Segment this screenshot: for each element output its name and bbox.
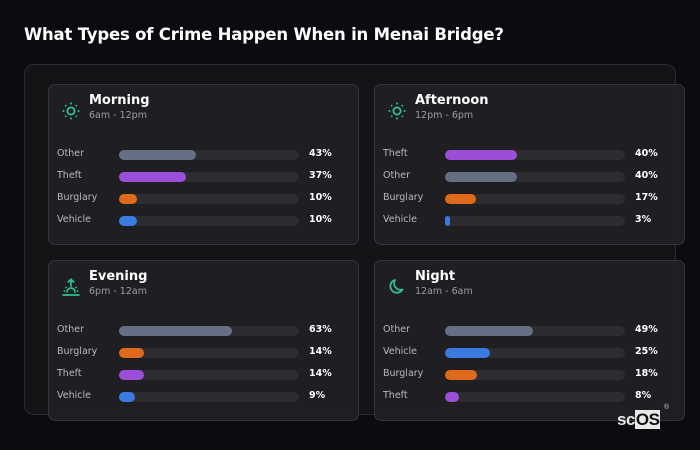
- bar-label: Theft: [383, 148, 408, 159]
- page-title: What Types of Crime Happen When in Menai…: [24, 25, 504, 44]
- bar-fill: [119, 348, 145, 358]
- bar-label: Other: [57, 324, 84, 335]
- sun-icon: [61, 101, 81, 121]
- bar-value: 17%: [635, 192, 658, 203]
- bar-value: 49%: [635, 324, 658, 335]
- card-title: Night: [415, 269, 456, 284]
- bar-track: [119, 392, 299, 402]
- bar-label: Vehicle: [383, 346, 417, 357]
- bar-value: 8%: [635, 390, 652, 401]
- bar-row-theft: Theft 40%: [383, 148, 683, 161]
- bar-value: 25%: [635, 346, 658, 357]
- card-title: Evening: [89, 269, 148, 284]
- sun-icon: [387, 101, 407, 121]
- card-night: Night 12am - 6am Other 49% Vehicle 25% Burglar…: [374, 260, 685, 421]
- card-morning: Morning 6am - 12pm Other 43% Theft 37% Burglar…: [48, 84, 359, 245]
- bar-row-burglary: Burglary 10%: [57, 192, 357, 205]
- bar-label: Vehicle: [57, 390, 91, 401]
- bar-value: 18%: [635, 368, 658, 379]
- bar-label: Vehicle: [57, 214, 91, 225]
- bar-track: [119, 172, 299, 182]
- bar-fill: [445, 326, 534, 336]
- scos-logo: scOS ®: [617, 404, 669, 429]
- bar-track: [445, 216, 625, 226]
- bar-row-theft: Theft 37%: [57, 170, 357, 183]
- bar-row-other: Other 63%: [57, 324, 357, 337]
- bar-track: [119, 194, 299, 204]
- bar-label: Theft: [57, 170, 82, 181]
- bar-row-theft: Theft 8%: [383, 390, 683, 403]
- bar-row-burglary: Burglary 17%: [383, 192, 683, 205]
- bar-fill: [119, 326, 233, 336]
- bar-fill: [445, 370, 478, 380]
- bar-track: [119, 348, 299, 358]
- bar-value: 14%: [309, 346, 332, 357]
- bar-fill: [445, 172, 517, 182]
- bar-row-other: Other 43%: [57, 148, 357, 161]
- bar-fill: [445, 348, 490, 358]
- bar-row-burglary: Burglary 14%: [57, 346, 357, 359]
- card-title: Afternoon: [415, 93, 489, 108]
- card-time-range: 12am - 6am: [415, 286, 473, 297]
- bar-value: 40%: [635, 148, 658, 159]
- bar-track: [445, 348, 625, 358]
- bar-label: Vehicle: [383, 214, 417, 225]
- card-time-range: 6pm - 12am: [89, 286, 147, 297]
- bar-track: [445, 172, 625, 182]
- bar-label: Other: [383, 170, 410, 181]
- bar-label: Burglary: [383, 192, 424, 203]
- bar-track: [445, 150, 625, 160]
- bar-value: 40%: [635, 170, 658, 181]
- bar-value: 3%: [635, 214, 652, 225]
- bar-label: Burglary: [383, 368, 424, 379]
- bar-value: 10%: [309, 192, 332, 203]
- bar-track: [445, 392, 625, 402]
- bar-row-other: Other 49%: [383, 324, 683, 337]
- bar-track: [119, 326, 299, 336]
- bar-value: 63%: [309, 324, 332, 335]
- moon-icon: [387, 277, 407, 297]
- bar-fill: [445, 392, 460, 402]
- bar-label: Burglary: [57, 192, 98, 203]
- bar-fill: [445, 216, 451, 226]
- card-time-range: 6am - 12pm: [89, 110, 147, 121]
- bar-row-vehicle: Vehicle 25%: [383, 346, 683, 359]
- card-time-range: 12pm - 6pm: [415, 110, 474, 121]
- bar-label: Burglary: [57, 346, 98, 357]
- card-afternoon: Afternoon 12pm - 6pm Theft 40% Other 40% Burgl…: [374, 84, 685, 245]
- bar-label: Other: [383, 324, 410, 335]
- bar-fill: [119, 172, 186, 182]
- bar-row-vehicle: Vehicle 3%: [383, 214, 683, 227]
- bar-row-theft: Theft 14%: [57, 368, 357, 381]
- bar-value: 10%: [309, 214, 332, 225]
- card-evening: Evening 6pm - 12am Other 63% Burglary 14% Thef…: [48, 260, 359, 421]
- bar-track: [445, 194, 625, 204]
- sunset-icon: [61, 277, 81, 297]
- bar-label: Other: [57, 148, 84, 159]
- bar-value: 9%: [309, 390, 326, 401]
- bar-value: 43%: [309, 148, 332, 159]
- bar-fill: [119, 216, 137, 226]
- bar-track: [119, 370, 299, 380]
- bar-fill: [119, 194, 137, 204]
- bar-track: [445, 370, 625, 380]
- bar-row-burglary: Burglary 18%: [383, 368, 683, 381]
- bar-fill: [119, 392, 136, 402]
- bar-fill: [119, 150, 197, 160]
- bar-track: [119, 150, 299, 160]
- bar-fill: [445, 150, 517, 160]
- bar-track: [119, 216, 299, 226]
- bar-row-vehicle: Vehicle 9%: [57, 390, 357, 403]
- bar-row-other: Other 40%: [383, 170, 683, 183]
- bar-label: Theft: [57, 368, 82, 379]
- bar-label: Theft: [383, 390, 408, 401]
- card-title: Morning: [89, 93, 150, 108]
- bar-fill: [445, 194, 476, 204]
- bar-track: [445, 326, 625, 336]
- bar-value: 14%: [309, 368, 332, 379]
- bar-fill: [119, 370, 145, 380]
- bar-row-vehicle: Vehicle 10%: [57, 214, 357, 227]
- bar-value: 37%: [309, 170, 332, 181]
